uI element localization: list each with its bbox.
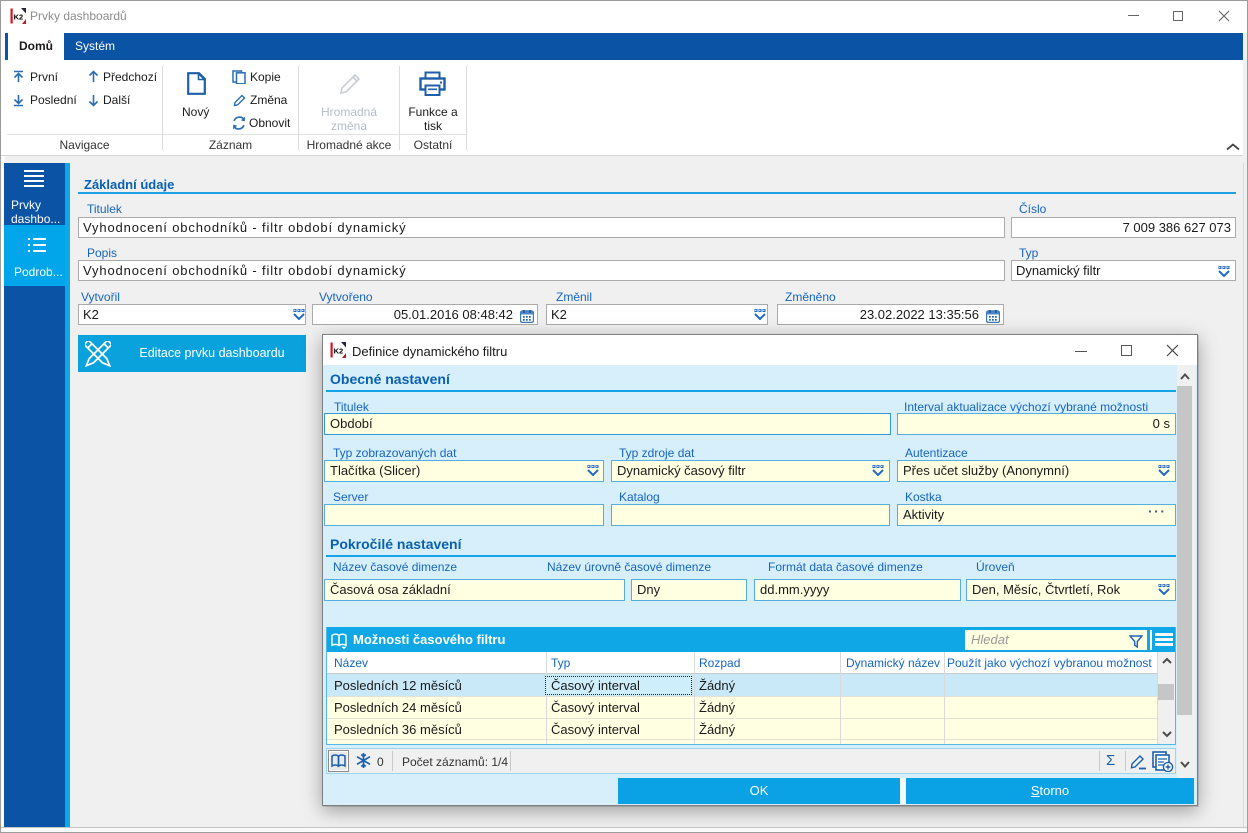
- svg-text:K2: K2: [14, 12, 24, 21]
- svg-text:K2: K2: [334, 346, 344, 355]
